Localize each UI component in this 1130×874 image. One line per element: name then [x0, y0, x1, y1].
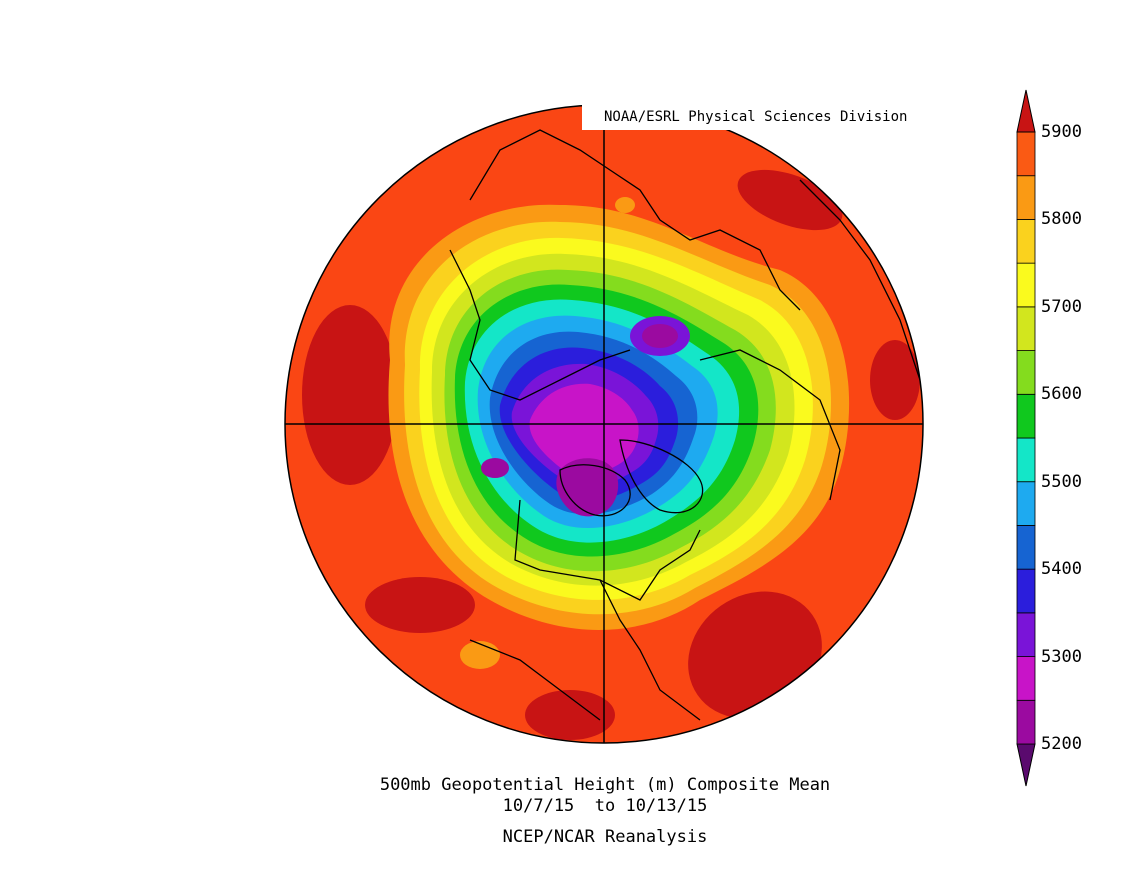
colorbar-swatch: [1016, 481, 1036, 526]
colorbar-swatch: [1016, 393, 1036, 439]
credit-label: NOAA/ESRL Physical Sciences Division: [582, 104, 918, 130]
colorbar-swatch: [1016, 568, 1036, 614]
colorbar-swatch: [1016, 612, 1036, 657]
colorbar-tick-label: 5200: [1041, 734, 1082, 754]
coastlines: [449, 129, 921, 721]
colorbar-swatch: [1016, 656, 1036, 701]
colorbar-swatch: [1016, 437, 1036, 483]
colorbar-tick-label: 5700: [1041, 296, 1082, 317]
colorbar-swatch: [1016, 262, 1036, 308]
colorbar-tick-label: 5900: [1041, 122, 1082, 142]
colorbar-swatch: [1016, 131, 1036, 177]
height-field: [285, 105, 923, 743]
map-title: 500mb Geopotential Height (m) Composite …: [379, 775, 831, 795]
colorbar: [1016, 89, 1036, 787]
colorbar-tick-label: 5800: [1041, 209, 1082, 230]
dataset-label: NCEP/NCAR Reanalysis: [502, 827, 708, 847]
colorbar-swatch: [1016, 350, 1036, 395]
colorbar-swatch: [1016, 699, 1036, 745]
colorbar-tick-label: 5600: [1041, 384, 1082, 405]
colorbar-tick-label: 5500: [1041, 471, 1082, 492]
colorbar-top-arrow: [1016, 89, 1036, 133]
colorbar-swatch: [1016, 219, 1036, 264]
colorbar-tick-label: 5400: [1041, 559, 1082, 580]
date-range: 10/7/15 to 10/13/15: [502, 796, 708, 816]
colorbar-swatch: [1016, 306, 1036, 351]
colorbar-swatch: [1016, 525, 1036, 570]
colorbar-tick-label: 5300: [1041, 646, 1082, 667]
colorbar-swatch: [1016, 175, 1036, 220]
